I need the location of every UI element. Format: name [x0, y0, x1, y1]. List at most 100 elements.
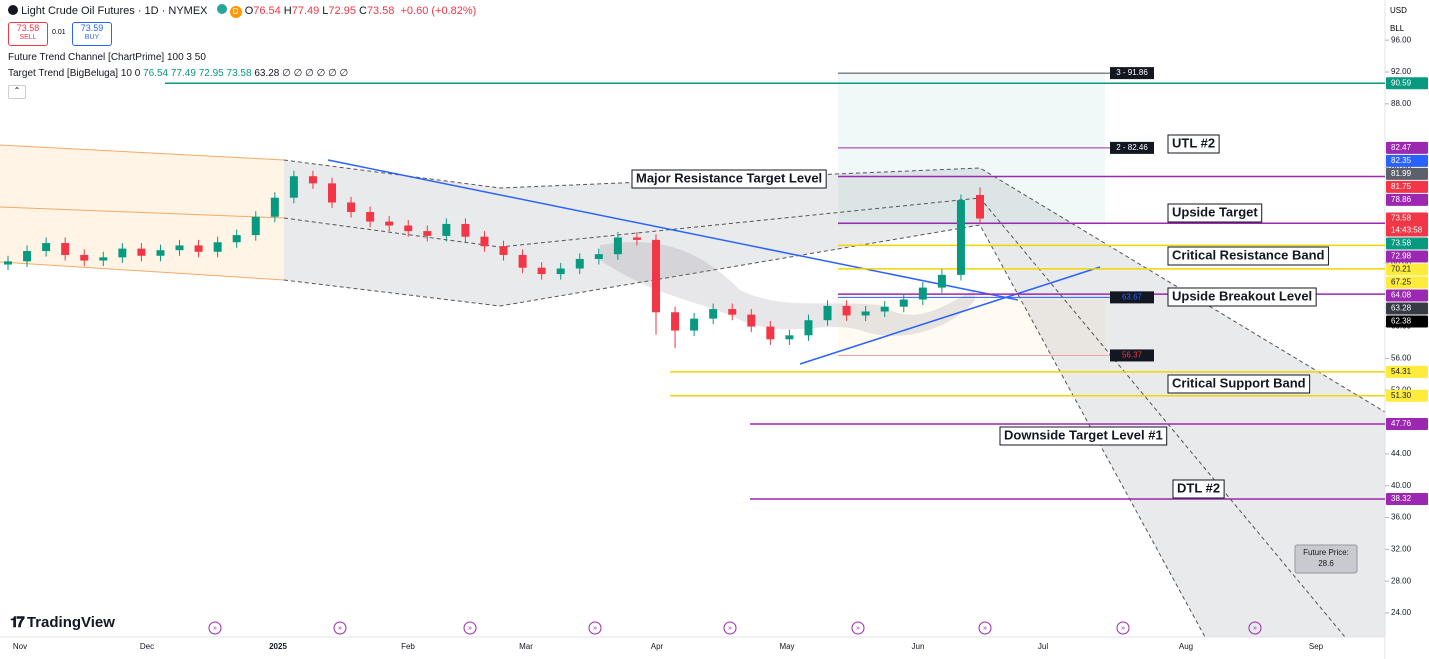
- candle-body: [671, 312, 680, 331]
- y-tick-label: 80.00: [1391, 163, 1412, 172]
- x-tick-label: Dec: [140, 642, 154, 651]
- annotation-box: [631, 169, 827, 189]
- candle-body: [480, 236, 489, 247]
- price-label-box: [1386, 77, 1428, 90]
- channel-line: [0, 144, 285, 161]
- price-label: 73.58: [1391, 239, 1412, 248]
- price-label-box: [1386, 389, 1428, 402]
- tag-box: [1110, 141, 1154, 154]
- y-tick-label: 60.00: [1391, 322, 1412, 331]
- annotation-text: Upside Target: [1172, 204, 1258, 219]
- channel-upper: [283, 159, 1386, 413]
- annotation-box: [1172, 479, 1225, 499]
- event-icon: [723, 621, 737, 635]
- annotation-box: [1167, 134, 1220, 154]
- price-label-box: [1386, 289, 1428, 302]
- event-icon-glyph: »: [1253, 625, 1257, 632]
- event-icon-glyph: »: [593, 625, 597, 632]
- event-icon: [851, 621, 865, 635]
- x-tick-label: Sep: [1309, 642, 1324, 651]
- y-tick-label: 24.00: [1391, 608, 1412, 617]
- price-label: 78.86: [1391, 195, 1412, 204]
- candle-body: [899, 299, 908, 307]
- annotation-box: [1167, 246, 1329, 266]
- unit[interactable]: BLL: [1390, 24, 1405, 33]
- y-tick-label: 44.00: [1391, 449, 1412, 458]
- x-tick-label: May: [779, 642, 794, 651]
- change: +0.60 (+0.82%): [400, 5, 477, 17]
- event-icon: [978, 621, 992, 635]
- candle-body: [728, 309, 737, 315]
- candle-body: [194, 245, 203, 252]
- y-tick-label: 32.00: [1391, 544, 1412, 553]
- buy-button[interactable]: 73.59 BUY: [72, 22, 112, 46]
- price-label-box: [1386, 180, 1428, 193]
- price-label: 62.38: [1391, 317, 1412, 326]
- ohlc-letter: L: [322, 5, 329, 17]
- y-tick-label: 36.00: [1391, 513, 1412, 522]
- y-tick-label: 68.00: [1391, 258, 1412, 267]
- price-label: 51.30: [1391, 391, 1412, 400]
- sell-button[interactable]: 73.58 SELL: [8, 22, 48, 46]
- candle-body: [404, 225, 413, 232]
- logo-text: TradingView: [26, 614, 115, 631]
- annotation-text: Critical Resistance Band: [1172, 247, 1325, 262]
- ohlc-letter: C: [358, 5, 367, 17]
- trend-channel: [284, 160, 1385, 637]
- trend-line: [799, 266, 1101, 365]
- event-icon-glyph: »: [983, 625, 987, 632]
- price-label: 64.08: [1391, 291, 1412, 300]
- sell-label: SELL: [19, 34, 37, 41]
- x-tick-label: Mar: [519, 642, 533, 651]
- event-icon: [333, 621, 347, 635]
- y-tick-label: 28.00: [1391, 576, 1412, 585]
- candle-body: [575, 258, 584, 269]
- ohlc-value: 73.58: [366, 5, 395, 17]
- y-tick-label: 40.00: [1391, 481, 1412, 490]
- candle-body: [442, 223, 451, 236]
- candle-body: [861, 311, 870, 316]
- ohlc-value: 76.54: [253, 5, 281, 17]
- event-icon-glyph: »: [338, 625, 342, 632]
- price-label: 90.59: [1391, 78, 1412, 87]
- candle-body: [632, 237, 641, 240]
- header-line: Light Crude Oil Futures · 1D · NYMEX D O…: [8, 4, 476, 18]
- channel-lower: [283, 224, 1206, 638]
- currency[interactable]: USD: [1390, 6, 1407, 15]
- candle-body: [880, 306, 889, 312]
- price-label: 81.99: [1391, 169, 1412, 178]
- indicator-2-rest: 63.28 ∅ ∅ ∅ ∅ ∅ ∅: [254, 68, 349, 79]
- price-label: 67.25: [1391, 278, 1412, 287]
- candle-body: [270, 197, 279, 217]
- price-label: 82.35: [1391, 156, 1412, 165]
- candle-body: [747, 314, 756, 327]
- price-label: 73.58: [1391, 214, 1412, 223]
- annotation-text: UTL #2: [1172, 135, 1215, 150]
- candle-body: [709, 309, 718, 319]
- channel-line: [0, 261, 285, 281]
- y-tick-label: 56.00: [1391, 354, 1412, 363]
- countdown: 14:43:58: [1391, 226, 1423, 235]
- annotation-text: Major Resistance Target Level: [636, 170, 822, 185]
- tag-label: 3 - 91.86: [1116, 68, 1148, 77]
- candle-body: [518, 254, 527, 268]
- price-label-box: [1386, 493, 1428, 506]
- event-icon-glyph: »: [468, 625, 472, 632]
- stop-zone: [838, 300, 1105, 356]
- event-icon: [1248, 621, 1262, 635]
- collapse-button[interactable]: ⌃: [8, 85, 26, 99]
- candle-body: [690, 318, 699, 331]
- y-tick-label: 92.00: [1391, 67, 1412, 76]
- candle-body: [613, 237, 622, 255]
- x-tick-label: 2025: [269, 642, 287, 651]
- candle-body: [213, 242, 222, 252]
- candle-body: [42, 243, 51, 251]
- event-icon-glyph: »: [728, 625, 732, 632]
- channel-mid: [283, 197, 1346, 638]
- future-price-value: 28.6: [1318, 559, 1334, 568]
- candle-body: [956, 200, 965, 275]
- candle-body: [652, 239, 660, 313]
- candle-body: [423, 231, 432, 236]
- y-tick-label: 52.00: [1391, 385, 1412, 394]
